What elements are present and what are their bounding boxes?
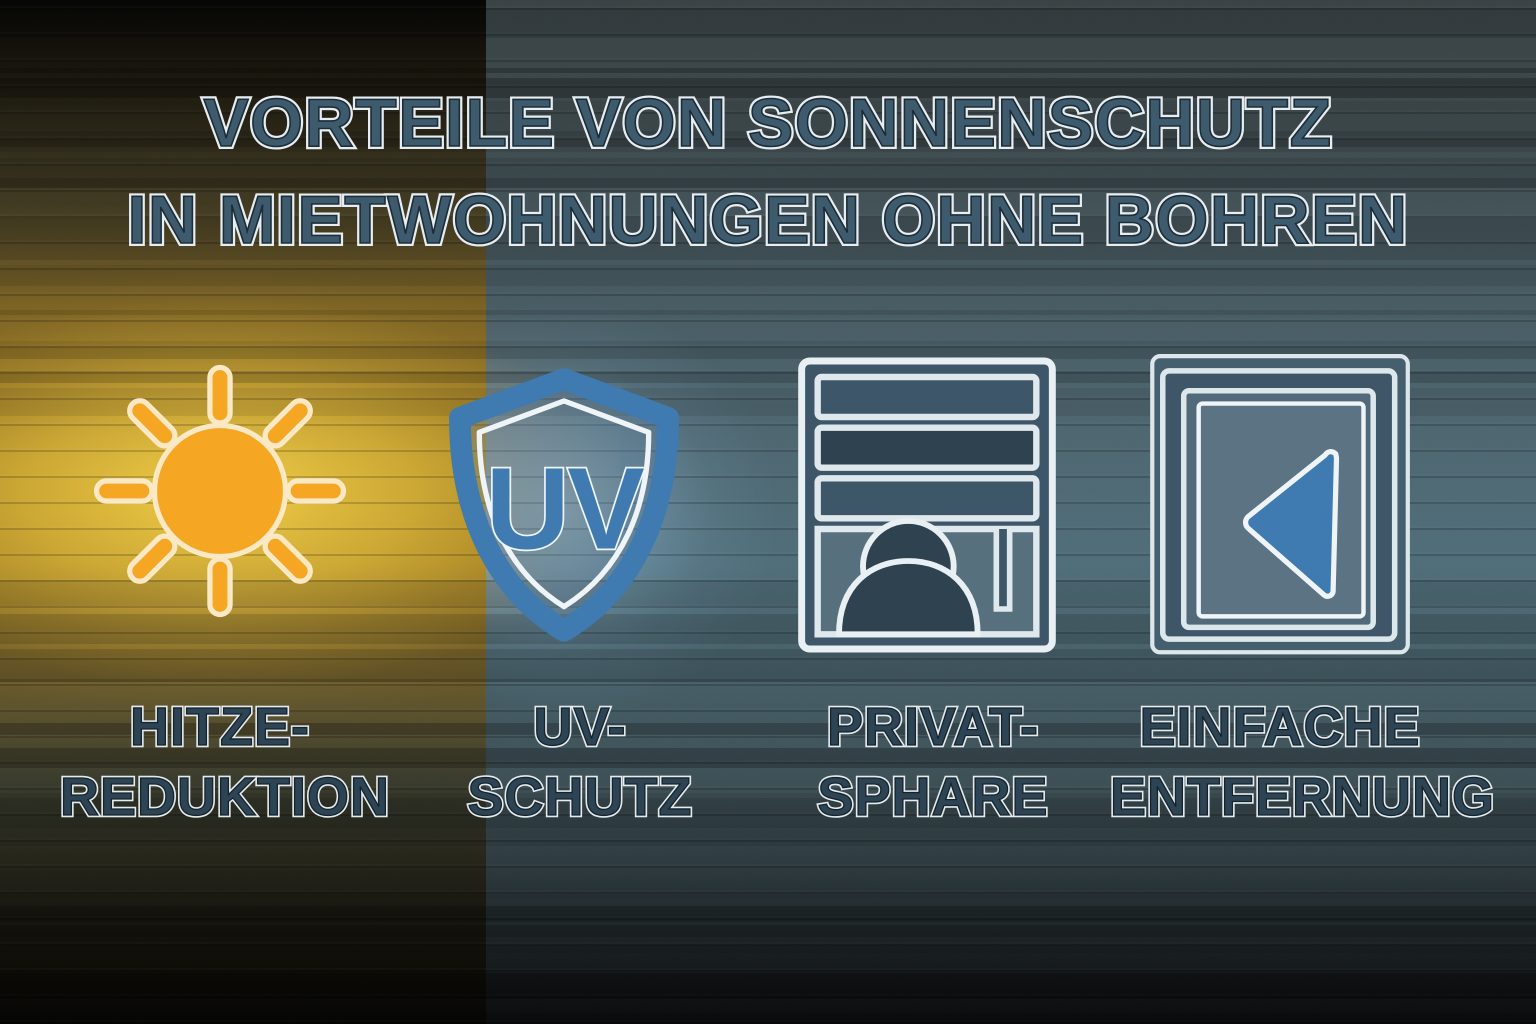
svg-text:UV: UV: [486, 444, 644, 574]
